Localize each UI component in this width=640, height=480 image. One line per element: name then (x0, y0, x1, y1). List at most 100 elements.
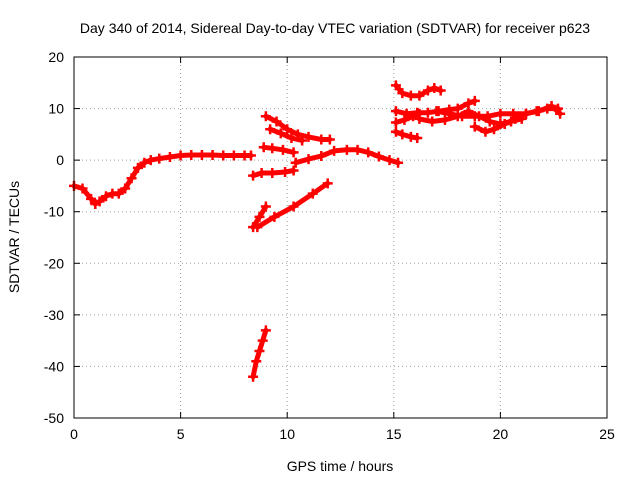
data-point (341, 144, 352, 155)
series-arc-hump (290, 144, 404, 168)
data-point (252, 222, 263, 233)
data-point (520, 108, 531, 119)
data-point (390, 117, 401, 128)
data-point (508, 108, 519, 119)
data-point (397, 129, 408, 140)
data-point (290, 157, 301, 168)
data-point (431, 106, 442, 117)
data-point (363, 147, 374, 158)
series-line (293, 147, 401, 166)
data-point (412, 132, 423, 143)
data-point (280, 167, 291, 178)
data-point (316, 151, 327, 162)
data-point (480, 126, 491, 137)
data-point (269, 211, 280, 222)
series-line (393, 111, 422, 125)
data-point (322, 178, 333, 189)
data-point (390, 80, 401, 91)
data-point (275, 128, 286, 139)
data-point (260, 111, 271, 122)
data-point (126, 173, 137, 184)
data-point (100, 191, 111, 202)
data-point (282, 124, 293, 135)
series-arc-deep (248, 325, 271, 382)
series-arc-main (69, 149, 256, 209)
data-point (303, 154, 314, 165)
data-point (271, 116, 282, 127)
data-point (186, 149, 197, 160)
data-point (352, 144, 363, 155)
data-point (265, 124, 276, 135)
data-point (324, 134, 335, 145)
data-point (245, 150, 256, 161)
data-point (495, 108, 506, 119)
series-arc-late-d (390, 126, 423, 143)
data-point (267, 143, 278, 154)
data-point (256, 168, 267, 179)
data-point (113, 188, 124, 199)
series-arc-late-a (390, 80, 446, 101)
data-point (260, 325, 271, 336)
data-point (399, 114, 410, 125)
data-point (427, 116, 438, 127)
plot-frame (73, 56, 608, 419)
data-point (307, 188, 318, 199)
data-point (251, 356, 262, 367)
data-point (260, 201, 271, 212)
data-series (69, 80, 566, 382)
data-point (286, 132, 297, 143)
y-tick-label: 20 (48, 49, 64, 65)
data-point (77, 183, 88, 194)
series-arc-mid-b (258, 142, 299, 158)
data-point (120, 183, 131, 194)
data-point (482, 111, 493, 122)
data-point (258, 142, 269, 153)
data-point (196, 149, 207, 160)
data-point (469, 95, 480, 106)
data-point (469, 121, 480, 132)
data-point (207, 149, 218, 160)
y-tick-label: -10 (44, 204, 64, 220)
data-point (405, 90, 416, 101)
data-point (390, 106, 401, 117)
data-point (393, 157, 404, 168)
data-point (86, 193, 97, 204)
data-point (555, 108, 566, 119)
data-point (154, 153, 165, 164)
data-point (297, 135, 308, 146)
data-point (439, 114, 450, 125)
series-line (267, 126, 305, 143)
data-point (489, 124, 500, 135)
chart-title: Day 340 of 2014, Sidereal Day-to-day VTE… (80, 20, 590, 36)
data-point (145, 155, 156, 166)
x-tick-label: 0 (70, 426, 78, 442)
series-arc-mid-a (248, 165, 299, 181)
y-tick-label: 10 (48, 101, 64, 117)
y-axis-label: SDTVAR / TECUs (6, 181, 22, 293)
data-point (373, 151, 384, 162)
data-point (228, 150, 239, 161)
data-point (435, 85, 446, 96)
series-arc-upper-b (265, 124, 308, 146)
data-point (499, 119, 510, 130)
data-point (429, 82, 440, 93)
series-arc-late-c (390, 108, 425, 128)
data-point (303, 131, 314, 142)
data-point (414, 90, 425, 101)
data-point (288, 165, 299, 176)
series-arc-low-b (252, 178, 333, 233)
data-point (267, 168, 278, 179)
data-point (397, 88, 408, 99)
data-point (139, 157, 150, 168)
data-point (469, 111, 480, 122)
x-tick-label: 20 (493, 426, 509, 442)
data-point (288, 147, 299, 158)
data-point (329, 145, 340, 156)
data-point (384, 155, 395, 166)
x-axis-label: GPS time / hours (287, 458, 394, 474)
data-point (457, 111, 468, 122)
data-point (175, 150, 186, 161)
data-point (422, 85, 433, 96)
y-tick-label: -30 (44, 307, 64, 323)
data-point (254, 345, 265, 356)
